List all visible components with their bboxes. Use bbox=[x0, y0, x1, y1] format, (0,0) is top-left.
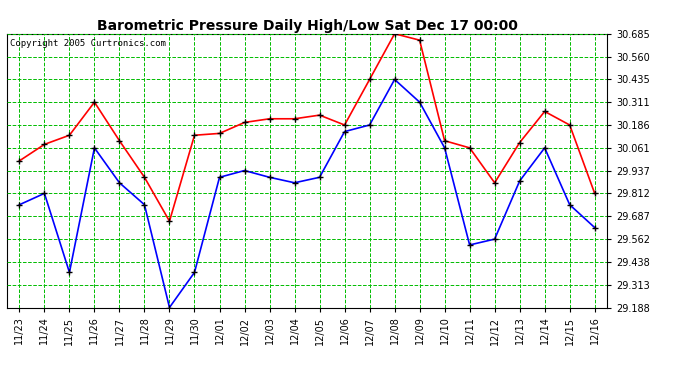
Text: Copyright 2005 Curtronics.com: Copyright 2005 Curtronics.com bbox=[10, 39, 166, 48]
Title: Barometric Pressure Daily High/Low Sat Dec 17 00:00: Barometric Pressure Daily High/Low Sat D… bbox=[97, 19, 518, 33]
